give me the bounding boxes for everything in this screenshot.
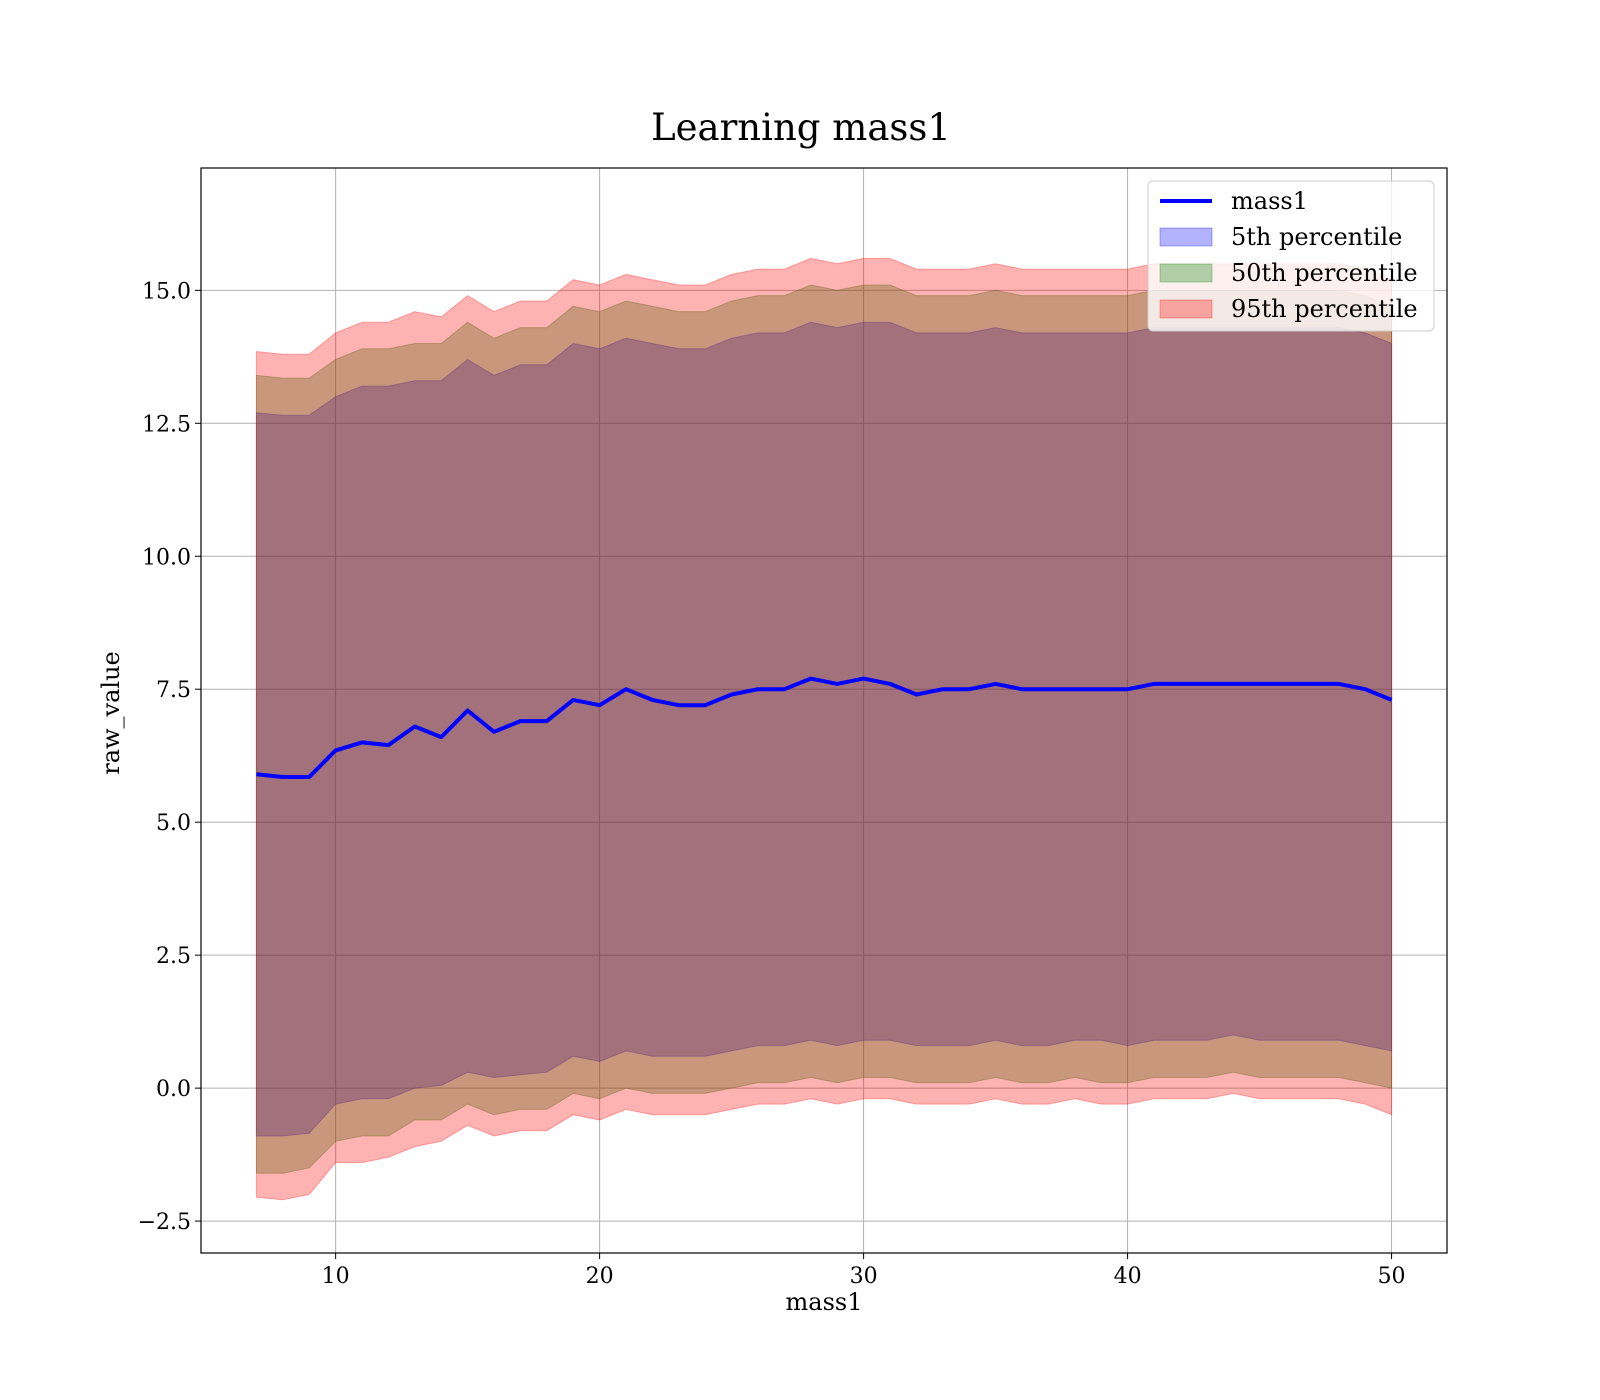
legend-patch-swatch <box>1159 299 1213 319</box>
band-5th-percentile <box>255 321 1393 1137</box>
line-mass1 <box>256 676 1393 779</box>
grid <box>201 168 1447 1253</box>
y-axis-ticks: −2.5 0.0 2.5 5.0 7.5 10.0 12.5 15.0 <box>138 279 201 1235</box>
x-tick-label: 10 <box>322 1264 350 1289</box>
legend-label: 95th percentile <box>1231 295 1418 323</box>
y-tick-label: 5.0 <box>156 811 191 836</box>
legend-label: mass1 <box>1231 187 1308 215</box>
legend-label: 50th percentile <box>1231 259 1418 287</box>
y-tick-label: 7.5 <box>156 678 191 703</box>
band-95th-percentile <box>255 257 1393 1201</box>
legend-patch-swatch <box>1159 227 1213 247</box>
x-tick-label: 40 <box>1114 1264 1142 1289</box>
x-axis-label: mass1 <box>786 1288 863 1316</box>
y-tick-label: 12.5 <box>142 412 191 437</box>
percentile-bands <box>255 257 1393 1201</box>
y-axis-label: raw_value <box>97 651 125 775</box>
x-tick-label: 50 <box>1378 1264 1406 1289</box>
band-50th-percentile <box>255 284 1393 1174</box>
x-axis-ticks: 10 20 30 40 50 <box>322 1253 1406 1289</box>
y-tick-label: −2.5 <box>138 1210 191 1235</box>
y-tick-label: 15.0 <box>142 279 191 304</box>
legend-patch-swatch <box>1159 263 1213 283</box>
y-tick-label: 2.5 <box>156 944 191 969</box>
legend-box <box>1147 180 1435 332</box>
y-tick-label: 0.0 <box>156 1077 191 1102</box>
legend-label: 5th percentile <box>1231 223 1402 251</box>
axes-frame <box>200 167 1448 1254</box>
y-tick-label: 10.0 <box>142 545 191 570</box>
series-lines <box>256 676 1393 779</box>
x-tick-label: 30 <box>850 1264 878 1289</box>
x-tick-label: 20 <box>586 1264 614 1289</box>
legend: mass1 5th percentile 50th percentile 95th p… <box>1147 180 1435 332</box>
chart-title: Learning mass1 <box>651 106 951 149</box>
